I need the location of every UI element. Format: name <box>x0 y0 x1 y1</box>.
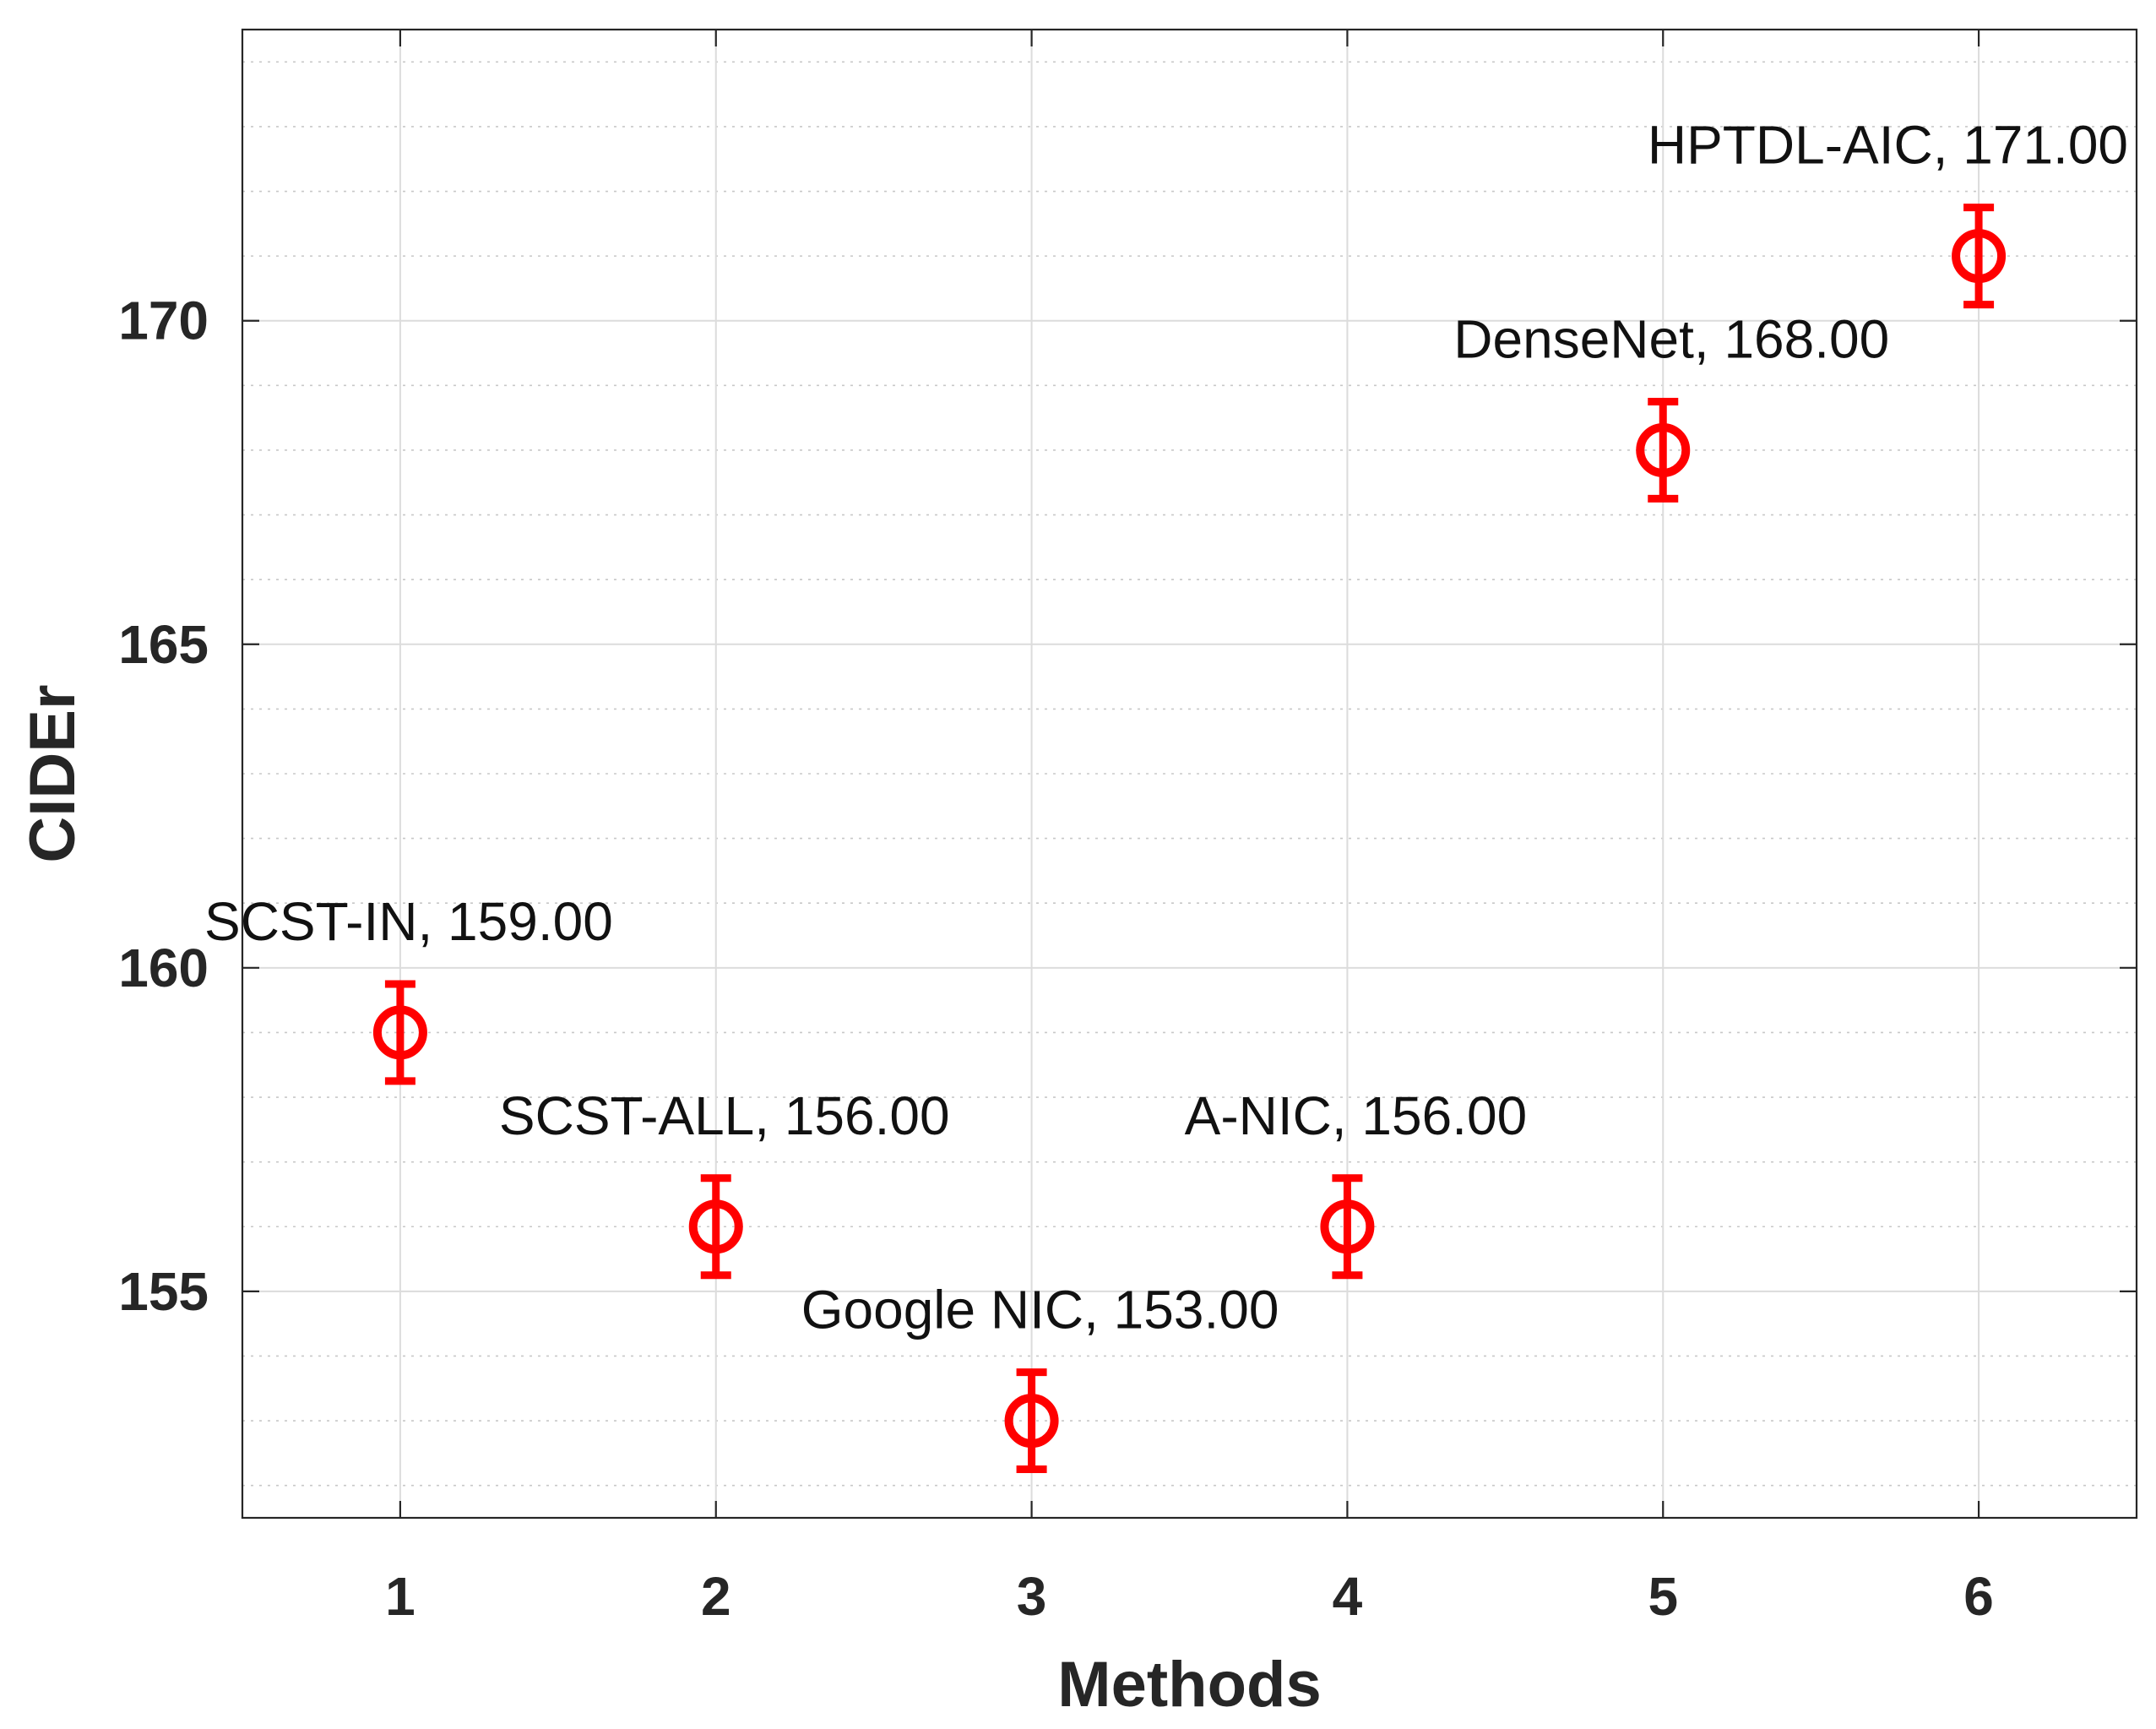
data-label: DenseNet, 168.00 <box>1453 309 1889 370</box>
data-label: A-NIC, 156.00 <box>1185 1085 1528 1146</box>
data-points: SCST-IN, 159.00 SCST-ALL, 156.00 Google NI… <box>204 115 2128 1474</box>
data-point: SCST-IN, 159.00 <box>204 891 613 1085</box>
axis-ticks: 1 2 3 4 5 6 155 160 165 170 <box>118 30 2137 1627</box>
x-tick-label: 5 <box>1648 1566 1678 1627</box>
data-point: DenseNet, 168.00 <box>1453 309 1889 503</box>
plot-frame <box>241 28 2138 1520</box>
x-tick-label: 4 <box>1333 1566 1363 1627</box>
x-axis-title: Methods <box>1057 1649 1321 1721</box>
data-label: SCST-IN, 159.00 <box>204 891 613 952</box>
data-point: Google NIC, 153.00 <box>801 1280 1279 1474</box>
x-tick-label: 3 <box>1017 1566 1047 1627</box>
x-tick-label: 6 <box>1963 1566 1994 1627</box>
data-point: A-NIC, 156.00 <box>1185 1085 1528 1280</box>
circle-marker <box>1952 229 2007 284</box>
x-tick-label: 2 <box>701 1566 731 1627</box>
y-axis-title: CIDEr <box>17 684 89 862</box>
circle-marker <box>688 1199 743 1254</box>
y-tick-label: 165 <box>118 614 209 675</box>
circle-marker <box>1004 1394 1059 1449</box>
y-tick-label: 170 <box>118 291 209 351</box>
data-label: HPTDL-AIC, 171.00 <box>1648 115 2128 176</box>
y-tick-label: 160 <box>118 938 209 998</box>
y-tick-label: 155 <box>118 1261 209 1322</box>
data-label: Google NIC, 153.00 <box>801 1280 1279 1340</box>
data-point: SCST-ALL, 156.00 <box>499 1085 950 1280</box>
circle-marker <box>1636 422 1691 477</box>
grid-lines <box>242 30 2137 1518</box>
circle-marker <box>1320 1199 1375 1254</box>
data-point: HPTDL-AIC, 171.00 <box>1648 115 2128 309</box>
circle-marker <box>372 1005 427 1060</box>
data-label: SCST-ALL, 156.00 <box>499 1085 950 1146</box>
x-tick-label: 1 <box>385 1566 415 1627</box>
